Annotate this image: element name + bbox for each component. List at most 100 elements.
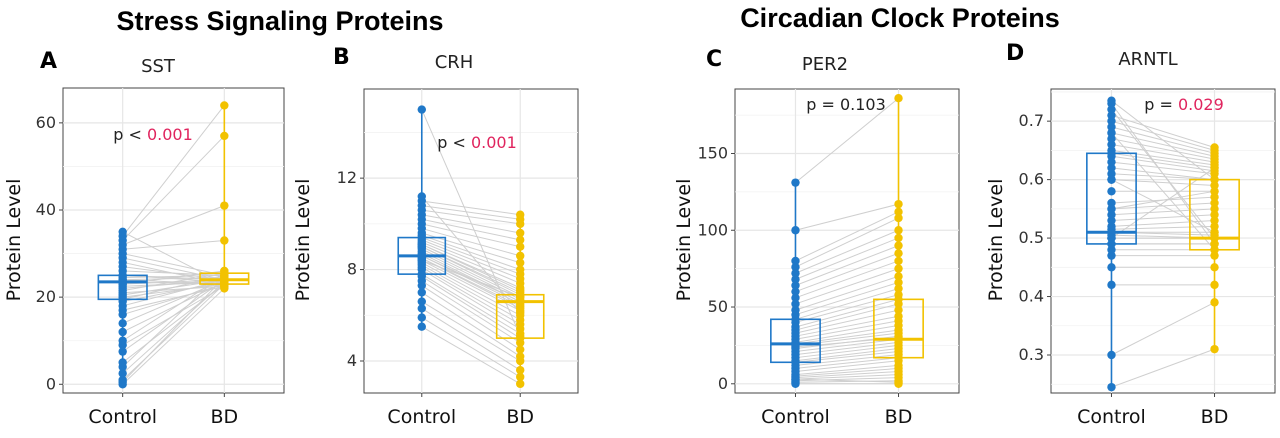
p-value-number: 0.001: [147, 125, 193, 144]
pair-line: [421, 273, 521, 334]
panel-letter: B: [333, 45, 350, 70]
data-point-control: [1107, 175, 1116, 184]
pair-line: [1111, 161, 1215, 175]
y-tick-label: 0.4: [1019, 287, 1044, 306]
data-point-bd: [1210, 143, 1219, 152]
data-point-bd: [516, 352, 525, 361]
pair-line: [795, 354, 899, 366]
data-point-bd: [220, 131, 229, 141]
data-point-bd: [220, 279, 229, 289]
data-point-control: [1107, 222, 1116, 231]
data-point-control: [417, 256, 426, 265]
pair-line: [122, 205, 225, 246]
pair-line: [795, 378, 899, 383]
panel-a: 0 20 40 60 Control BD Protein Level A SST p < 0.0…: [3, 49, 285, 428]
y-tick-label: 8: [347, 260, 357, 279]
data-point-bd: [516, 379, 525, 389]
data-point-bd: [894, 213, 903, 223]
x-tick-label: Control: [761, 406, 830, 428]
data-point-bd: [516, 258, 525, 267]
pair-line: [1111, 114, 1215, 148]
pair-line: [1111, 348, 1215, 388]
data-point-control: [1107, 134, 1116, 143]
pair-line: [421, 262, 521, 316]
data-point-control: [791, 281, 800, 290]
x-tick-label: BD: [1201, 406, 1229, 428]
data-point-control: [1107, 245, 1116, 254]
pair-line: [795, 252, 899, 293]
pair-line: [795, 281, 899, 316]
pair-line: [795, 320, 899, 340]
pair-line: [421, 237, 521, 275]
data-point-control: [791, 178, 800, 187]
pair-line: [1111, 179, 1215, 233]
data-point-control: [791, 269, 800, 278]
data-point-bd: [894, 278, 903, 287]
data-point-bd: [1210, 263, 1219, 272]
data-point-bd: [1210, 163, 1219, 173]
data-point-control: [1107, 239, 1116, 249]
data-point-bd: [1210, 280, 1219, 290]
pair-line: [1111, 214, 1215, 222]
y-tick-label: 0: [46, 374, 56, 393]
data-point-bd: [894, 207, 903, 217]
pair-line: [421, 234, 521, 271]
data-point-control: [791, 226, 800, 235]
data-point-bd: [1210, 222, 1219, 231]
pair-line: [421, 227, 521, 257]
data-point-control: [417, 322, 426, 331]
pair-line: [1111, 100, 1215, 181]
data-point-bd: [1210, 239, 1219, 249]
data-point-control: [1107, 169, 1116, 178]
data-point-bd: [1210, 251, 1219, 260]
p-value-number: 0.103: [840, 95, 886, 114]
pair-line: [421, 223, 521, 248]
y-tick-label: 20: [36, 287, 56, 306]
data-point-control: [1107, 128, 1116, 138]
pair-line: [421, 292, 521, 357]
data-point-control: [791, 299, 800, 309]
data-point-bd: [516, 265, 525, 274]
data-point-control: [1107, 140, 1116, 149]
data-point-control: [791, 293, 800, 303]
data-point-bd: [894, 226, 903, 235]
data-point-control: [118, 347, 127, 356]
y-tick-label: 40: [36, 200, 56, 219]
y-axis-label: Protein Level: [292, 179, 314, 302]
pair-line: [122, 285, 225, 294]
data-point-control: [118, 369, 127, 378]
data-point-control: [1107, 122, 1116, 132]
pair-line: [795, 364, 899, 376]
y-tick-label: 0.3: [1019, 345, 1044, 364]
y-tick-label: 12: [337, 168, 357, 187]
pair-line: [1111, 103, 1215, 245]
p-value-annotation: p < 0.001: [437, 133, 517, 152]
data-point-bd: [1210, 204, 1219, 214]
p-value-prefix: p =: [1144, 95, 1178, 114]
data-point-control: [1107, 187, 1116, 196]
data-point-bd: [894, 233, 903, 243]
data-point-bd: [894, 94, 903, 103]
data-point-bd: [1210, 181, 1219, 190]
data-point-bd: [516, 285, 525, 295]
data-point-control: [417, 297, 426, 306]
panel-title: ARNTL: [1118, 49, 1177, 70]
pair-line: [421, 205, 521, 220]
data-point-control: [118, 327, 127, 337]
panel-title: PER2: [802, 54, 848, 75]
pair-line: [1111, 132, 1215, 157]
pair-line: [795, 371, 899, 379]
data-point-control: [1107, 157, 1116, 167]
data-point-control: [1107, 280, 1116, 290]
pair-line: [1111, 179, 1215, 186]
data-point-bd: [516, 292, 525, 302]
data-point-bd: [516, 331, 525, 341]
data-point-bd: [894, 333, 903, 342]
data-point-control: [1107, 210, 1116, 219]
y-tick-label: 0.5: [1019, 228, 1044, 247]
pair-line: [795, 341, 899, 356]
data-point-bd: [220, 201, 229, 210]
data-point-bd: [516, 308, 525, 318]
pair-line: [1111, 138, 1215, 160]
pair-line: [122, 283, 225, 298]
